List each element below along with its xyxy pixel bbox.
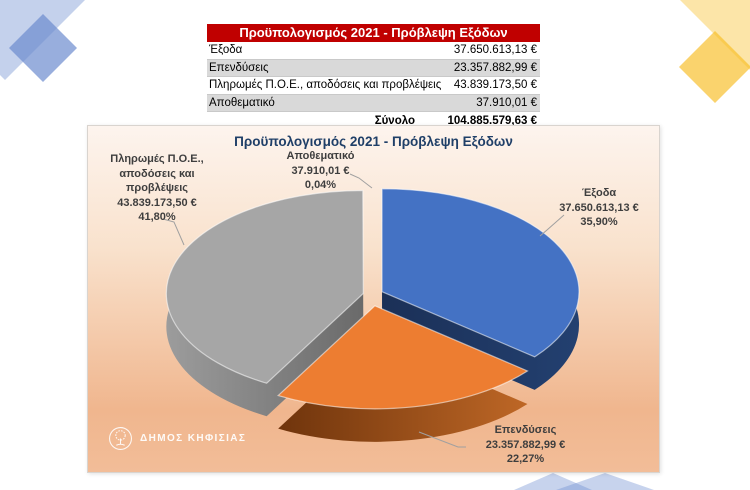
pie-slice-1 bbox=[276, 305, 529, 410]
row-label: Πληρωμές Π.Ο.Ε., αποδόσεις και προβλέψει… bbox=[209, 79, 442, 92]
row-label: Έξοδα bbox=[209, 44, 243, 57]
row-label: Αποθεματικό bbox=[209, 96, 275, 109]
table-row: Πληρωμές Π.Ο.Ε., αποδόσεις και προβλέψει… bbox=[207, 77, 540, 95]
slice-amount: 37.650.613,13 € bbox=[559, 201, 639, 214]
slice-name: Έξοδα bbox=[581, 187, 617, 199]
pie-chart-3d bbox=[162, 173, 580, 448]
leader-line-gray bbox=[162, 218, 185, 246]
row-value: 43.839.173,50 € bbox=[453, 79, 537, 92]
table-row: Έξοδα 37.650.613,13 € bbox=[207, 42, 540, 60]
chart-title: Προϋπολογισμός 2021 - Πρόβλεψη Εξόδων bbox=[234, 134, 513, 149]
table-row: Αποθεματικό 37.910,01 € bbox=[207, 94, 540, 112]
slice-name: Επενδύσεις bbox=[494, 424, 557, 436]
slice-amount: 43.839.173,50 € bbox=[117, 196, 197, 209]
pie-slice-2 bbox=[165, 189, 364, 384]
table-title: Προϋπολογισμός 2021 - Πρόβλεψη Εξόδων bbox=[207, 24, 540, 42]
slice-percent: 41,80% bbox=[138, 211, 176, 224]
leader-line-orange bbox=[418, 431, 466, 448]
callout-exoda: Έξοδα 37.650.613,13 € 35,90% bbox=[543, 186, 655, 230]
slice-percent: 22,27% bbox=[506, 453, 545, 466]
slice-name: Αποθεματικό bbox=[286, 150, 355, 162]
slice-amount: 23.357.882,99 € bbox=[485, 438, 566, 451]
leader-line-reserve bbox=[349, 173, 373, 189]
total-label: Σύνολο bbox=[374, 114, 415, 127]
municipality-logo: ΔΗΜΟΣ ΚΗΦΙΣΙΑΣ bbox=[108, 426, 246, 451]
pie-slice-0 bbox=[381, 188, 580, 358]
municipality-logo-text: ΔΗΜΟΣ ΚΗΦΙΣΙΑΣ bbox=[140, 433, 247, 444]
callout-ependyseis: Επενδύσεις 23.357.882,99 € 22,27% bbox=[453, 423, 598, 467]
row-label: Επενδύσεις bbox=[209, 61, 269, 74]
budget-table: Προϋπολογισμός 2021 - Πρόβλεψη Εξόδων Έξ… bbox=[207, 24, 540, 129]
callout-apothematiko: Αποθεματικό 37.910,01 € 0,04% bbox=[263, 149, 378, 193]
row-value: 37.910,01 € bbox=[476, 96, 537, 109]
callout-pliromes: Πληρωμές Π.Ο.Ε., αποδόσεις και προβλέψει… bbox=[93, 152, 221, 225]
row-value: 37.650.613,13 € bbox=[453, 44, 537, 57]
municipality-logo-icon bbox=[109, 427, 132, 450]
slice-amount: 37.910,01 € bbox=[291, 164, 350, 177]
slice-percent: 35,90% bbox=[580, 216, 618, 229]
table-total-row: Σύνολο 104.885.579,63 € bbox=[207, 112, 540, 129]
leader-line-blue bbox=[539, 214, 565, 237]
slice-name: Πληρωμές Π.Ο.Ε., αποδόσεις και προβλέψει… bbox=[110, 153, 204, 195]
total-value: 104.885.579,63 € bbox=[447, 114, 537, 127]
pie-chart-panel: Προϋπολογισμός 2021 - Πρόβλεψη Εξόδων Πλ… bbox=[87, 125, 660, 473]
row-value: 23.357.882,99 € bbox=[453, 61, 537, 74]
table-row: Επενδύσεις 23.357.882,99 € bbox=[207, 59, 540, 77]
slice-percent: 0,04% bbox=[304, 179, 337, 192]
